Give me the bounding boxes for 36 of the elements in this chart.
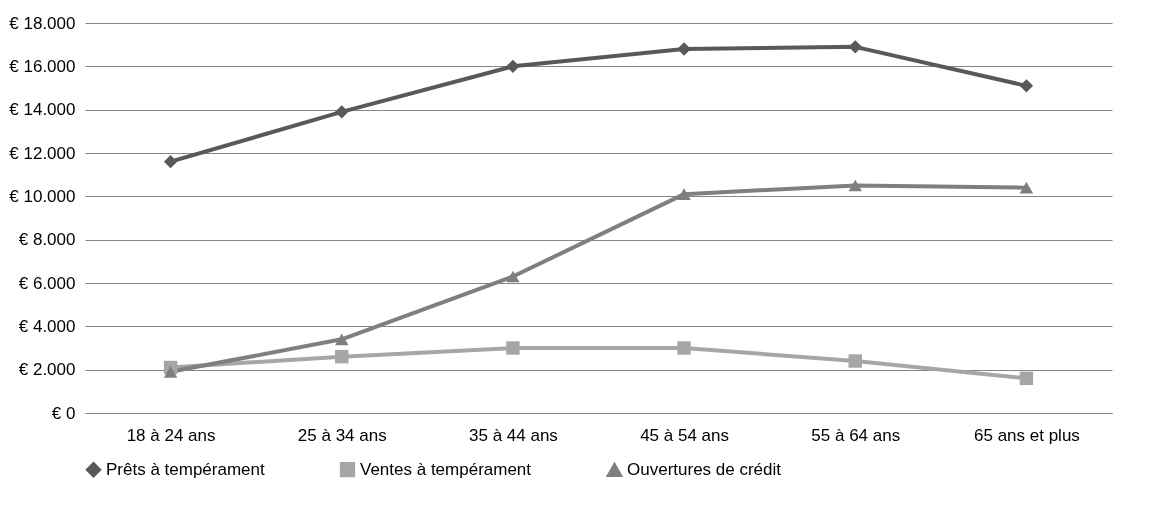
point — [677, 42, 691, 56]
x-tick-label: 25 à 34 ans — [297, 425, 387, 445]
y-tick-label: € 2.000 — [18, 360, 76, 380]
x-tick-label: 55 à 64 ans — [811, 425, 901, 445]
x-tick-label: 45 à 54 ans — [640, 425, 730, 445]
point — [163, 154, 178, 169]
legend-label: Prêts à tempérament — [106, 459, 266, 479]
point — [1019, 371, 1034, 386]
point — [848, 179, 862, 192]
legend-label: Ouvertures de crédit — [627, 460, 782, 480]
y-tick-label: € 0 — [51, 403, 76, 423]
x-tick-label: 18 à 24 ans — [126, 425, 216, 445]
y-tick-label: € 10.000 — [9, 186, 76, 206]
point — [506, 341, 520, 355]
y-tick-label: € 8.000 — [18, 230, 76, 250]
point — [677, 341, 691, 355]
legend-label: Ventes à tempérament — [360, 459, 532, 479]
point — [335, 333, 349, 346]
y-tick-label: € 14.000 — [9, 100, 76, 120]
point — [506, 59, 520, 74]
point — [848, 40, 862, 54]
x-tick-label: 65 ans et plus — [973, 425, 1080, 445]
point — [848, 354, 862, 368]
point — [506, 270, 520, 283]
point — [335, 105, 349, 119]
y-tick-label: € 4.000 — [18, 316, 76, 336]
y-tick-label: € 16.000 — [9, 56, 76, 76]
point — [1019, 79, 1034, 93]
point — [163, 366, 178, 378]
point — [1019, 181, 1034, 194]
y-tick-label: € 12.000 — [9, 143, 76, 163]
point — [335, 349, 349, 364]
y-tick-label: € 6.000 — [18, 273, 76, 293]
point — [677, 188, 691, 200]
y-tick-label: € 18.000 — [9, 13, 76, 33]
x-tick-label: 35 à 44 ans — [468, 425, 558, 445]
